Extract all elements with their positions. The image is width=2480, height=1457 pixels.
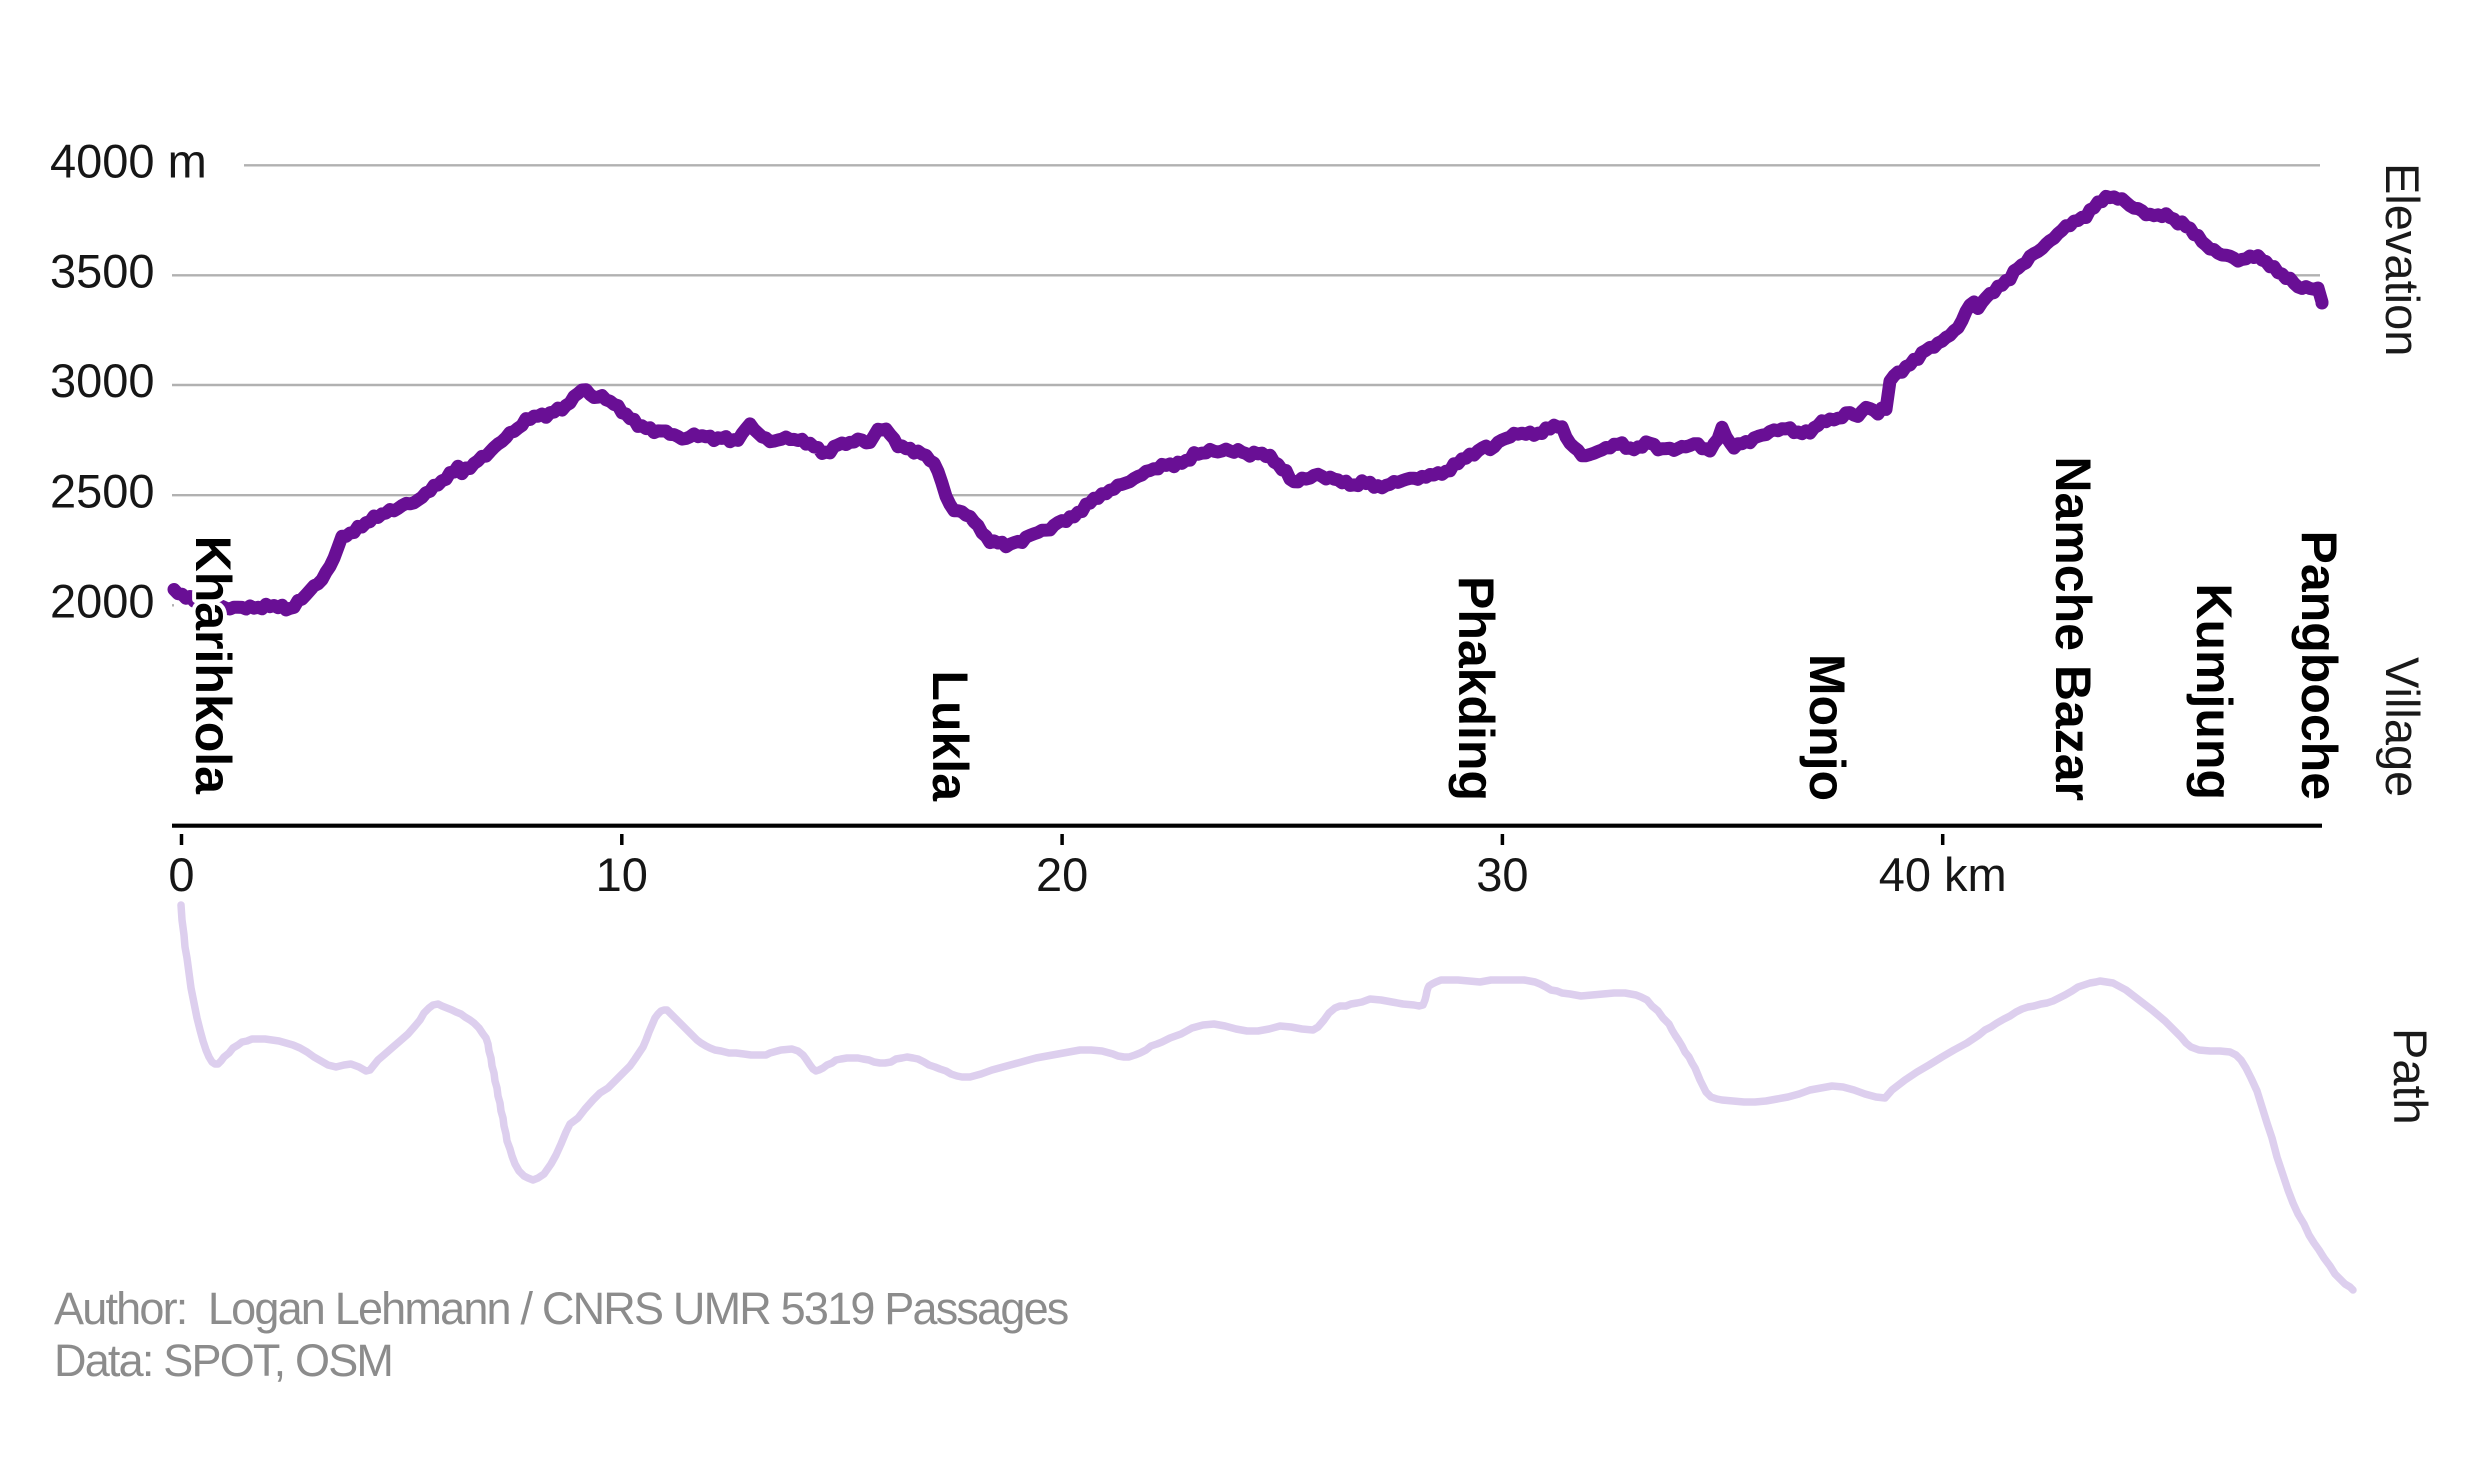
svg-text:30: 30 (1476, 848, 1528, 901)
svg-text:Namche Bazar: Namche Bazar (2045, 456, 2101, 801)
svg-text:Phakding: Phakding (1448, 576, 1504, 801)
svg-text:Village: Village (2376, 657, 2429, 797)
svg-text:Lukla: Lukla (922, 670, 978, 802)
svg-text:Author: Logan Lehmann / CNRS: Author: Logan Lehmann / CNRS UMR 5319 Pa… (54, 1283, 1068, 1334)
svg-text:3500: 3500 (50, 245, 155, 298)
svg-text:Kharihkola: Kharihkola (185, 536, 241, 796)
svg-text:Pangboche: Pangboche (2291, 531, 2347, 800)
svg-text:3000: 3000 (50, 354, 155, 407)
svg-text:Data: SPOT, OSM: Data: SPOT, OSM (54, 1335, 392, 1386)
svg-text:Monjo: Monjo (1799, 654, 1855, 801)
svg-text:2500: 2500 (50, 464, 155, 517)
svg-text:10: 10 (596, 848, 648, 901)
svg-text:20: 20 (1036, 848, 1088, 901)
svg-text:40 km: 40 km (1879, 848, 2007, 901)
svg-text:Elevation: Elevation (2376, 163, 2429, 356)
svg-text:2000: 2000 (50, 575, 155, 628)
svg-text:4000 m: 4000 m (50, 135, 207, 188)
svg-text:Kumjung: Kumjung (2186, 583, 2242, 800)
svg-text:Path: Path (2384, 1028, 2437, 1125)
svg-text:0: 0 (168, 848, 194, 901)
